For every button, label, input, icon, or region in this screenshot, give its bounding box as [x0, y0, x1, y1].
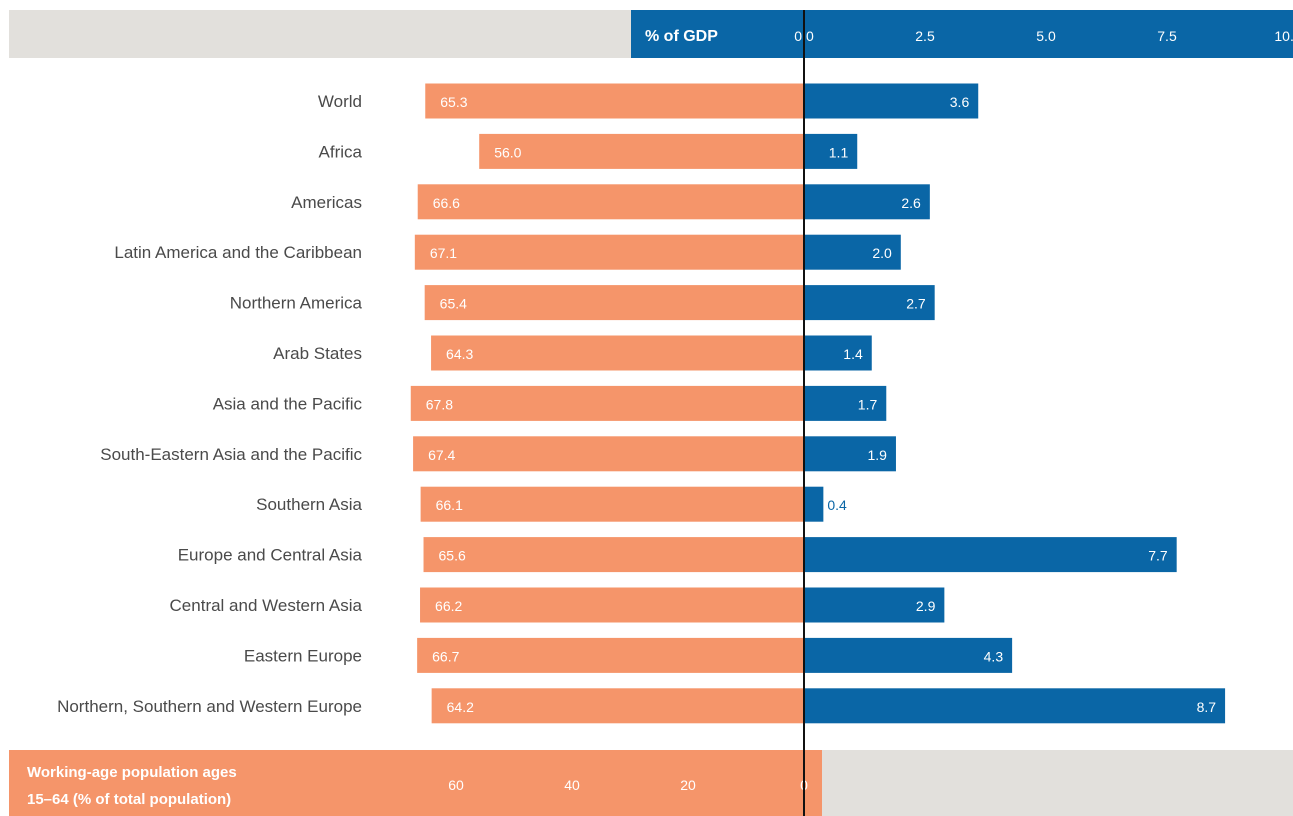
population-axis-tick-1: 40: [564, 777, 580, 793]
gdp-bar: [804, 83, 979, 119]
gdp-axis-tick-3: 7.5: [1157, 28, 1177, 44]
gdp-value-label: 7.7: [1148, 548, 1168, 564]
gdp-bar: [804, 587, 945, 623]
gdp-value-label: 3.6: [950, 94, 970, 110]
population-axis-title-line-1: Working-age population ages: [27, 764, 237, 781]
population-bar: [414, 234, 804, 270]
population-value-label: 66.7: [432, 648, 459, 664]
gdp-axis-tick-4: 10.0: [1274, 28, 1293, 44]
gdp-value-label: 1.4: [843, 346, 863, 362]
population-bar: [413, 436, 804, 472]
svg-text:Working-age population ages: Working-age population ages: [27, 764, 237, 781]
gdp-value-label: 1.9: [867, 447, 887, 463]
gdp-bar: [804, 133, 858, 169]
gdp-value-label: 8.7: [1197, 699, 1217, 715]
population-bar: [425, 83, 804, 119]
population-bar: [410, 385, 804, 421]
category-label: Europe and Central Asia: [178, 546, 363, 565]
gdp-value-label: 1.1: [829, 144, 849, 160]
category-label: Northern America: [230, 294, 363, 313]
category-label: Central and Western Asia: [170, 596, 363, 615]
population-bar: [417, 637, 804, 673]
population-value-label: 64.2: [447, 699, 474, 715]
gdp-bar: [804, 184, 930, 220]
population-value-label: 66.1: [436, 497, 463, 513]
category-label: Eastern Europe: [244, 646, 362, 665]
gdp-bar: [804, 385, 887, 421]
gdp-bar: [804, 486, 824, 522]
population-value-label: 64.3: [446, 346, 473, 362]
gdp-axis-tick-1: 2.5: [915, 28, 935, 44]
gdp-bar: [804, 335, 872, 371]
bottom-axis-band-orange: [9, 750, 822, 816]
gdp-value-label: 0.4: [827, 497, 847, 513]
population-value-label: 56.0: [494, 144, 521, 160]
gdp-value-label: 4.3: [984, 648, 1004, 664]
top-axis-band-gray: [9, 10, 631, 58]
population-bar: [431, 688, 804, 724]
population-value-label: 66.6: [433, 195, 460, 211]
gdp-value-label: 2.6: [901, 195, 921, 211]
population-value-label: 67.4: [428, 447, 455, 463]
population-value-label: 67.1: [430, 245, 457, 261]
population-axis-tick-0: 60: [448, 777, 464, 793]
population-bar: [420, 587, 804, 623]
population-value-label: 65.6: [439, 548, 466, 564]
category-label: Arab States: [273, 344, 362, 363]
gdp-bar: [804, 436, 896, 472]
category-label: Africa: [319, 142, 363, 161]
population-bar: [479, 133, 804, 169]
population-bar: [417, 184, 804, 220]
gdp-axis-title: % of GDP: [645, 28, 718, 45]
gdp-bar: [804, 234, 901, 270]
gdp-value-label: 2.7: [906, 296, 926, 312]
category-label: Americas: [291, 193, 362, 212]
bottom-axis-band-gray: [822, 750, 1293, 816]
gdp-bar: [804, 285, 935, 321]
category-label: World: [318, 92, 362, 111]
category-label: Latin America and the Caribbean: [114, 243, 362, 262]
svg-text:15–64 (% of total population): 15–64 (% of total population): [27, 791, 231, 808]
category-label: Northern, Southern and Western Europe: [57, 697, 362, 716]
bars-group: World 65.3 3.6 Africa 56.0 1.1 Americas 66.6 2.6…: [57, 83, 1226, 724]
population-bar: [420, 486, 804, 522]
gdp-value-label: 1.7: [858, 396, 878, 412]
gdp-bar: [804, 688, 1226, 724]
population-bar: [423, 537, 804, 573]
population-value-label: 65.3: [440, 94, 467, 110]
category-label: Southern Asia: [256, 495, 362, 514]
gdp-axis-tick-2: 5.0: [1036, 28, 1056, 44]
population-value-label: 65.4: [440, 296, 467, 312]
population-value-label: 66.2: [435, 598, 462, 614]
population-bar: [424, 285, 804, 321]
top-axis-band-blue: [631, 10, 1293, 58]
population-value-label: 67.8: [426, 396, 453, 412]
population-bar: [431, 335, 804, 371]
gdp-bar: [804, 637, 1013, 673]
gdp-value-label: 2.0: [872, 245, 892, 261]
category-label: South-Eastern Asia and the Pacific: [100, 445, 362, 464]
gdp-bar: [804, 537, 1177, 573]
gdp-value-label: 2.9: [916, 598, 936, 614]
population-axis-title-line-2: 15–64 (% of total population): [27, 791, 231, 808]
category-label: Asia and the Pacific: [213, 394, 363, 413]
population-axis-tick-2: 20: [680, 777, 696, 793]
